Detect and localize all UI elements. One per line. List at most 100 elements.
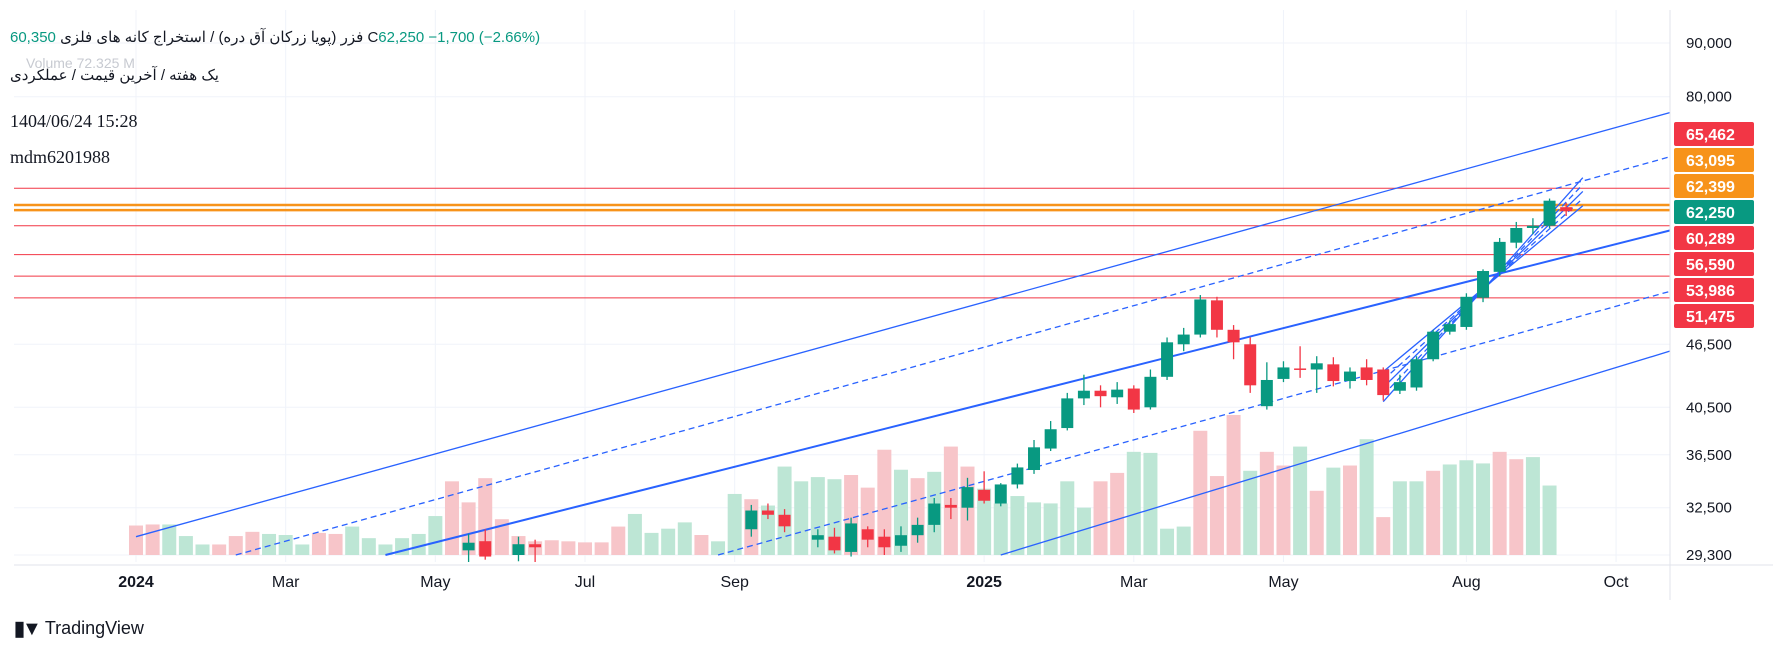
candle-body[interactable] [1260,379,1273,407]
price-tick-label: 32,500 [1686,500,1732,517]
price-tick-label: 80,000 [1686,89,1732,106]
candle-body[interactable] [1294,368,1307,370]
candle-body[interactable] [878,536,891,548]
candle-body[interactable] [512,544,525,555]
price-label-56590: 56,590 [1674,252,1754,276]
volume-bar [1209,476,1224,555]
candle-body[interactable] [944,504,957,508]
candles[interactable] [462,198,1573,563]
candle-body[interactable] [1177,334,1190,345]
price-label-text: 56,590 [1686,257,1735,274]
volume-bar [145,524,160,555]
trendline-inner-lower-dashed[interactable] [717,237,1773,556]
price-label-text: 51,475 [1686,309,1735,326]
candle-body[interactable] [462,542,475,551]
volume-bar [1076,507,1091,555]
candle-body[interactable] [1477,271,1490,298]
trendline-inner-upper-dashed[interactable] [235,102,1773,556]
candle-body[interactable] [1161,342,1174,377]
candle-body[interactable] [828,536,841,551]
candle-body[interactable] [1310,363,1323,370]
candle-body[interactable] [811,535,824,540]
candle-body[interactable] [1227,329,1240,343]
candle-body[interactable] [745,510,758,530]
candle-body[interactable] [845,523,858,552]
candle-body[interactable] [1377,369,1390,396]
candle-body[interactable] [928,503,941,525]
date-stamp: 1404/06/24 15:28 [10,111,138,131]
volume-bar [228,536,243,555]
candle-body[interactable] [978,489,991,501]
candle-body[interactable] [911,524,924,536]
candle-body[interactable] [1194,299,1207,335]
time-tick-label: Oct [1604,574,1629,591]
time-tick-label: Jul [575,574,595,591]
candle-body[interactable] [1011,467,1024,485]
volume-bar [328,533,343,555]
candle-body[interactable] [1277,367,1290,379]
candle-body[interactable] [529,544,542,548]
volume-bar [444,481,459,555]
candle-body[interactable] [1127,388,1140,410]
price-labels: 65,462 63,095 62,399 62,250 60,289 56,590 53,9… [1674,122,1754,328]
candle-body[interactable] [1360,367,1373,380]
candle-body[interactable] [1510,227,1523,243]
candle-body[interactable] [1543,200,1556,226]
tradingview-logo[interactable]: ▮▼ TradingView [14,616,144,641]
volume-bar [594,542,609,555]
trendline-middle[interactable] [385,181,1773,556]
volume-bar [627,513,642,555]
candle-body[interactable] [1410,359,1423,388]
candle-body[interactable] [1343,371,1356,382]
candle-body[interactable] [1094,390,1107,397]
volume-bar [794,481,809,555]
candle-body[interactable] [1493,241,1506,272]
price-label-box [1674,252,1754,276]
candle-body[interactable] [894,535,907,546]
candle-body[interactable] [1144,376,1157,408]
candle-body[interactable] [479,541,492,557]
volume-bar [1426,470,1441,555]
trendline-outer-upper[interactable] [135,58,1773,538]
time-axis[interactable]: 2024 Mar May Jul Sep 2025 Mar May Aug Oct [118,574,1629,591]
volume-bar [1160,528,1175,555]
candle-body[interactable] [1443,324,1456,332]
candle-body[interactable] [1560,207,1573,212]
tradingview-logo-text: TradingView [44,618,144,638]
candle-body[interactable] [1210,300,1223,330]
candle-body[interactable] [1393,382,1406,391]
candle-body[interactable] [1111,389,1124,398]
candle-body[interactable] [994,484,1007,504]
candle-body[interactable] [1028,447,1041,471]
volume-bar [561,541,576,555]
volume-bar [977,488,992,555]
trendline-outer-lower[interactable] [1000,292,1773,556]
volume-bar [644,532,659,555]
candle-body[interactable] [1526,225,1539,228]
candle-body[interactable] [778,514,791,527]
volume-bar [1060,481,1075,555]
symbol-name: فزر (پویا زرکان آق دره) / استخراج کانه ه… [60,29,364,46]
change-text: −1,700 (−2.66%) [428,29,541,46]
price-label-text: 62,250 [1686,205,1735,222]
price-label-box [1674,226,1754,250]
price-axis[interactable]: 29,300 32,500 36,500 40,500 46,500 80,000 90,0… [1686,35,1732,564]
volume-bar [993,503,1008,555]
candle-body[interactable] [1427,331,1440,360]
volume-bar [1442,464,1457,555]
volume-bar [461,502,476,555]
candle-body[interactable] [961,487,974,508]
price-label-box [1674,174,1754,198]
candle-body[interactable] [761,510,774,515]
candle-body[interactable] [1460,296,1473,327]
candle-body[interactable] [1244,344,1257,386]
volume-bar [1027,502,1042,555]
volume-bar [1342,465,1357,555]
horizontal-levels[interactable] [14,187,1670,299]
candle-body[interactable] [861,529,874,540]
candle-body[interactable] [1077,390,1090,399]
candle-body[interactable] [1327,364,1340,382]
candle-body[interactable] [1044,429,1057,449]
candle-body[interactable] [1061,398,1074,429]
